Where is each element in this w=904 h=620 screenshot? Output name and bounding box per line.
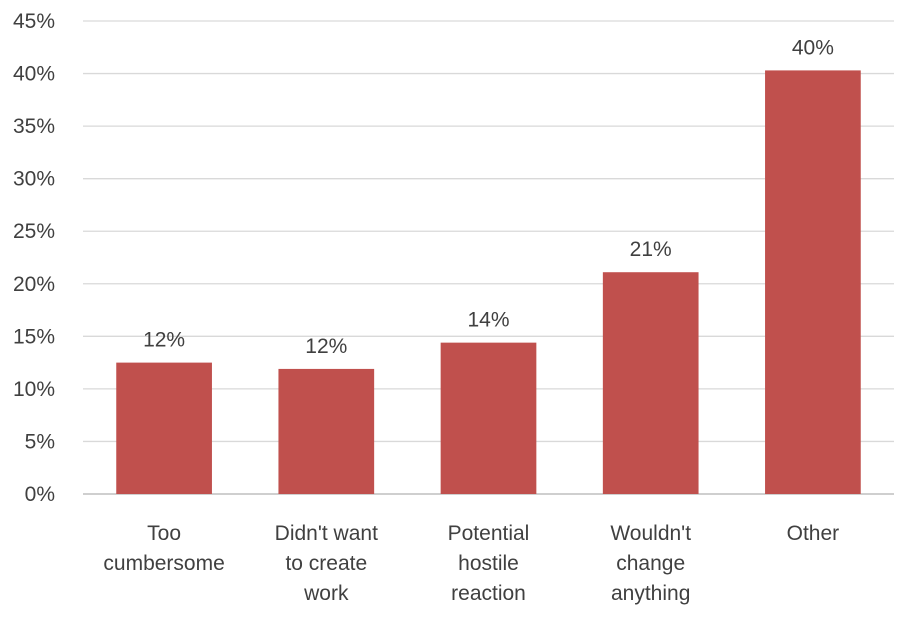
x-category-label-line: anything: [611, 582, 690, 605]
y-tick-label: 20%: [13, 273, 55, 296]
bar: [278, 369, 374, 494]
x-category-label: Potential hostile reaction: [448, 522, 530, 605]
y-tick-label: 30%: [13, 168, 55, 191]
y-tick-label: 15%: [13, 325, 55, 348]
x-category-label-line: Potential: [448, 522, 530, 545]
y-tick-label: 45%: [13, 10, 55, 33]
x-category-label-line: Too: [147, 522, 181, 545]
x-category-label-line: Other: [787, 522, 840, 545]
bar: [116, 363, 212, 494]
y-tick-label: 5%: [25, 430, 55, 453]
x-category-label-line: reaction: [451, 582, 526, 605]
bars: [116, 70, 860, 494]
y-tick-label: 40%: [13, 63, 55, 86]
x-category-label-line: work: [303, 582, 349, 605]
data-label: 14%: [467, 309, 509, 332]
data-label: 21%: [630, 238, 672, 261]
data-label: 40%: [792, 36, 834, 59]
x-category-label-line: Didn't want: [275, 522, 378, 545]
y-tick-label: 0%: [25, 483, 55, 506]
data-label: 12%: [143, 329, 185, 352]
data-labels: 12% 12% 14% 21% 40%: [143, 36, 834, 358]
x-category-label: Other: [787, 522, 840, 545]
x-axis-category-labels: Too cumbersome Didn't want to create work Pot…: [103, 522, 839, 605]
x-category-label-line: change: [616, 552, 685, 575]
y-tick-label: 35%: [13, 115, 55, 138]
bar: [441, 343, 537, 494]
y-tick-label: 10%: [13, 378, 55, 401]
x-category-label: Too cumbersome: [103, 522, 224, 575]
bar: [765, 70, 861, 494]
data-label: 12%: [305, 335, 347, 358]
x-category-label-line: Wouldn't: [610, 522, 691, 545]
y-tick-label: 25%: [13, 220, 55, 243]
y-axis-tick-labels: 0% 5% 10% 15% 20% 25% 30% 35% 40% 45%: [13, 10, 55, 506]
x-category-label: Wouldn't change anything: [610, 522, 691, 605]
x-category-label: Didn't want to create work: [275, 522, 378, 605]
x-category-label-line: to create: [285, 552, 367, 575]
bar: [603, 272, 699, 494]
x-category-label-line: cumbersome: [103, 552, 224, 575]
x-category-label-line: hostile: [458, 552, 519, 575]
